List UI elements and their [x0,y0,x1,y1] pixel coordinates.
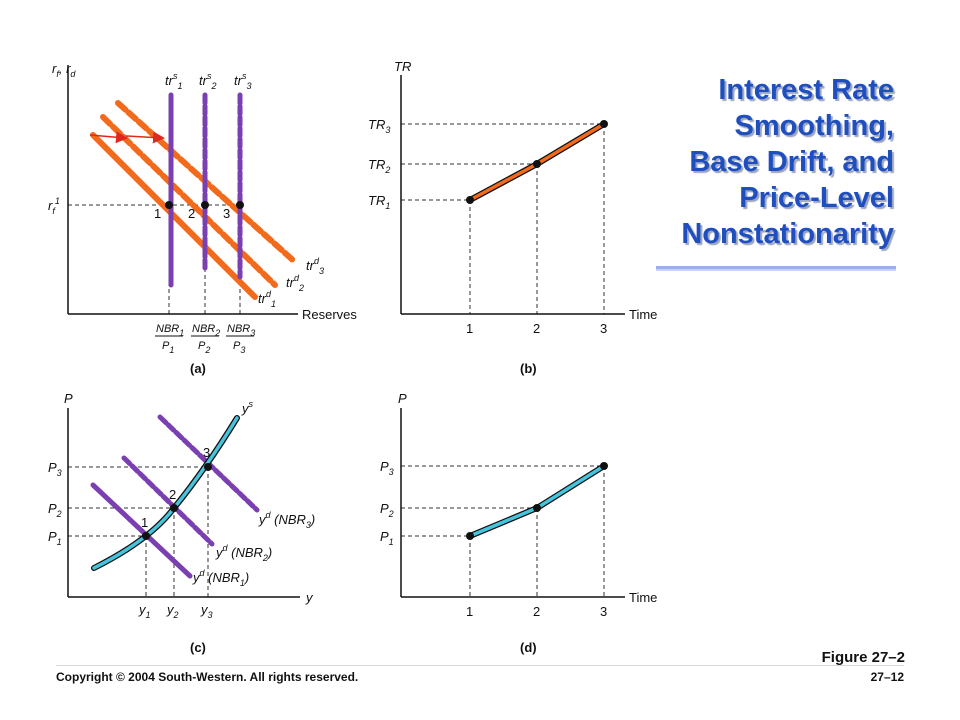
axis-label-y: P [398,391,407,406]
point-3 [204,463,212,471]
point-1 [466,532,474,540]
point-3 [600,462,608,470]
rate-label: rf1 [48,196,60,216]
x-tick-y1: y1 [138,602,151,620]
point-label-2: 2 [188,206,195,221]
y-tick-p3: P3 [380,459,394,477]
supply-label: ys [241,399,254,416]
x-tick-y2: y2 [166,602,179,620]
panel-a: rf, rd Reserves rf1 1 2 3 trs1 trs2 trs3… [48,61,357,376]
panel-c: P y ys P3 P2 P1 y1 y2 y3 1 2 3 yd (NBR3)… [48,391,315,655]
demand-curve-2 [121,455,215,547]
y-tick-p1: P1 [380,529,394,547]
tick-numerator: NBR2 [192,323,220,338]
x-tick-3: 3 [600,321,607,336]
panel-label-d: (d) [520,640,537,655]
axis-label-x: y [305,590,314,605]
supply-label-2: trs2 [199,71,216,91]
tick-numerator: NBR3 [227,323,255,338]
x-tick-2: 2 [533,321,540,336]
title-line-5: Nonstationarity [681,218,894,250]
point-2 [201,201,209,209]
demand-curve-1 [90,132,258,300]
x-tick-1: 1 [466,321,473,336]
demand-curve-1 [90,482,193,579]
title-line-3: Base Drift, and [689,146,894,178]
axis-label-x: Time [629,590,657,605]
y-tick-tr1: TR1 [368,193,390,211]
axis-label-x: Reserves [302,307,357,322]
panel-label-a: (a) [190,361,206,376]
copyright-text: Copyright © 2004 South-Western. All righ… [56,670,359,684]
shift-arrow-1 [89,131,128,144]
footer-divider [56,665,904,666]
point-label-1: 1 [141,515,148,530]
y-tick-p2: P2 [380,501,394,519]
point-label-2: 2 [169,487,176,502]
x-tick-1: 1 [466,604,473,619]
demand-label-3: yd (NBR3) [258,510,315,530]
point-2 [533,504,541,512]
title-line-2: Smoothing, [734,110,894,142]
title-underline [656,266,896,271]
x-tick-2: 2 [533,604,540,619]
reserve-tick-2: NBR2 P2 [191,323,220,355]
y-tick-tr2: TR2 [368,157,390,175]
point-1 [466,196,474,204]
demand-label-2: yd (NBR2) [215,543,272,563]
y-tick-p1: P1 [48,529,62,547]
figure-label: Figure 27–2 [821,649,905,666]
point-3 [600,120,608,128]
y-tick-p2: P2 [48,501,62,519]
point-label-1: 1 [154,206,161,221]
axis-label-y: P [64,391,73,406]
page-number: 27–12 [870,670,904,684]
demand-label-1: yd (NBR1) [192,568,249,588]
title-line-4: Price-Level [739,182,894,214]
x-tick-3: 3 [600,604,607,619]
supply-label-3: trs3 [234,71,251,91]
point-3 [236,201,244,209]
supply-label-1: trs1 [165,71,182,91]
x-tick-y3: y3 [200,602,213,620]
demand-label-1: trd1 [258,289,276,309]
title-line-1: Interest Rate [718,74,894,106]
axis-label-y: rf, rd [52,61,76,79]
panel-label-b: (b) [520,361,537,376]
reserve-tick-3: NBR3 P3 [226,323,255,355]
tick-numerator: NBR1 [156,323,184,338]
shift-arrow-2 [125,131,165,144]
axis-label-x: Time [629,307,657,322]
panel-d: P Time P3 P2 P1 1 2 3 (d) [380,391,657,655]
point-label-3: 3 [203,445,210,460]
demand-label-3: trd3 [306,256,324,276]
slide-title: Interest Rate Smoothing, Base Drift, and… [681,72,894,252]
point-1 [165,201,173,209]
demand-label-2: trd2 [286,273,304,293]
demand-curve-2 [100,114,278,288]
reserve-tick-1: NBR1 P1 [155,323,184,355]
axis-label-y: TR [394,59,411,74]
panel-b: TR Time TR3 TR2 TR1 1 2 3 (b) [368,59,657,376]
point-1 [142,532,150,540]
point-2 [533,160,541,168]
reserve-ticks: NBR1 P1 NBR2 P2 NBR3 P3 [155,323,255,355]
y-tick-tr3: TR3 [368,117,390,135]
tick-denominator: P1 [162,340,174,355]
y-tick-p3: P3 [48,460,62,478]
panel-label-c: (c) [190,640,206,655]
tick-denominator: P3 [233,340,245,355]
point-label-3: 3 [223,206,230,221]
point-2 [170,504,178,512]
tick-denominator: P2 [198,340,210,355]
